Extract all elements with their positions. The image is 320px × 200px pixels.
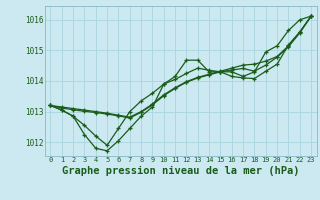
X-axis label: Graphe pression niveau de la mer (hPa): Graphe pression niveau de la mer (hPa) bbox=[62, 166, 300, 176]
